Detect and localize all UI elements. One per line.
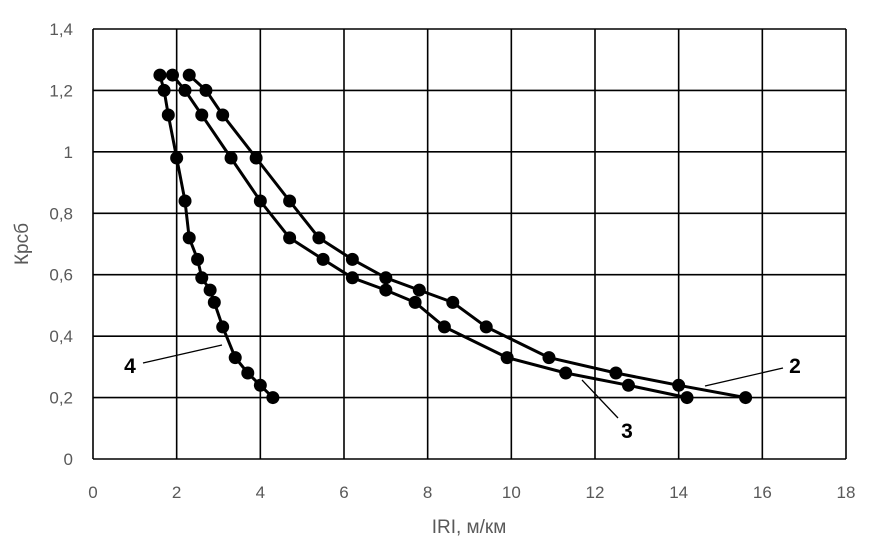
series-2-point	[479, 320, 493, 334]
x-tick-label: 10	[502, 483, 521, 502]
series-4-point	[191, 252, 205, 266]
y-tick-label: 0,6	[49, 266, 73, 285]
y-tick-label: 0	[64, 450, 73, 469]
grid	[92, 28, 847, 460]
series-3-point	[165, 68, 179, 82]
series-3-point	[195, 108, 209, 122]
series-3-leader	[581, 379, 619, 419]
series-2-point	[182, 68, 196, 82]
series-3-line	[171, 74, 688, 400]
series-3-point	[500, 351, 514, 365]
series-4-point	[203, 283, 217, 297]
series-4-point	[207, 295, 221, 309]
series-3-point	[408, 295, 422, 309]
x-tick-label: 2	[172, 483, 181, 502]
series-2-point	[249, 151, 263, 165]
series-4-leader	[142, 344, 223, 364]
x-tick-label: 14	[669, 483, 688, 502]
series-4-point	[170, 151, 184, 165]
y-tick-label: 1	[64, 143, 73, 162]
series-3-point	[283, 231, 297, 245]
series-2-point	[542, 351, 556, 365]
series-4-point	[157, 83, 171, 97]
series-2	[182, 68, 753, 405]
x-axis-title: IRI, м/км	[432, 517, 507, 538]
series-4-point	[216, 320, 230, 334]
x-tick-label: 0	[88, 483, 97, 502]
series-3-callout: 3	[621, 420, 633, 443]
series-3-point	[621, 378, 635, 392]
y-axis-title: Крсб	[12, 223, 33, 265]
x-tick-label: 12	[586, 483, 605, 502]
y-tick-label: 1,2	[49, 81, 73, 100]
series-4-point	[161, 108, 175, 122]
series-4-callout: 4	[124, 355, 136, 378]
series-2-point	[312, 231, 326, 245]
series-4-point	[178, 194, 192, 208]
series-4-point	[253, 378, 267, 392]
y-tick-label: 0,2	[49, 389, 73, 408]
tick-labels: 0 2 4 6 8 10 12 14 16 18 0 0,2 0,4 0,6 0,8 1 1,2 1,4	[49, 20, 855, 502]
series-3-point	[345, 271, 359, 285]
series-2-callout: 2	[789, 355, 801, 378]
x-tick-label: 16	[753, 483, 772, 502]
series-2-point	[412, 283, 426, 297]
series-3-point	[316, 252, 330, 266]
x-tick-label: 6	[339, 483, 348, 502]
series-4-point	[153, 68, 167, 82]
series-4-point	[266, 391, 280, 405]
series-3-point	[224, 151, 238, 165]
series-3-point	[437, 320, 451, 334]
series-3-point	[253, 194, 267, 208]
y-tick-label: 1,4	[49, 20, 73, 39]
y-tick-label: 0,4	[49, 327, 73, 346]
series-group	[153, 68, 753, 405]
series-4-point	[241, 366, 255, 380]
series-2-point	[446, 295, 460, 309]
x-tick-label: 8	[423, 483, 432, 502]
series-2-point	[199, 83, 213, 97]
series-2-point	[672, 378, 686, 392]
series-2-point	[739, 391, 753, 405]
series-4-point	[182, 231, 196, 245]
series-2-point	[345, 252, 359, 266]
series-2-point	[283, 194, 297, 208]
series-3-point	[680, 391, 694, 405]
series-4-point	[195, 271, 209, 285]
series-3-point	[178, 83, 192, 97]
series-3-point	[559, 366, 573, 380]
series-4	[153, 68, 280, 405]
series-3	[165, 68, 694, 405]
series-3-point	[379, 283, 393, 297]
series-2-leader	[704, 367, 784, 387]
series-2-point	[379, 271, 393, 285]
x-tick-label: 4	[256, 483, 265, 502]
y-tick-label: 0,8	[49, 204, 73, 223]
x-tick-label: 18	[837, 483, 856, 502]
series-2-line	[188, 73, 746, 400]
series-2-point	[216, 108, 230, 122]
series-4-point	[228, 351, 242, 365]
series-2-point	[609, 366, 623, 380]
